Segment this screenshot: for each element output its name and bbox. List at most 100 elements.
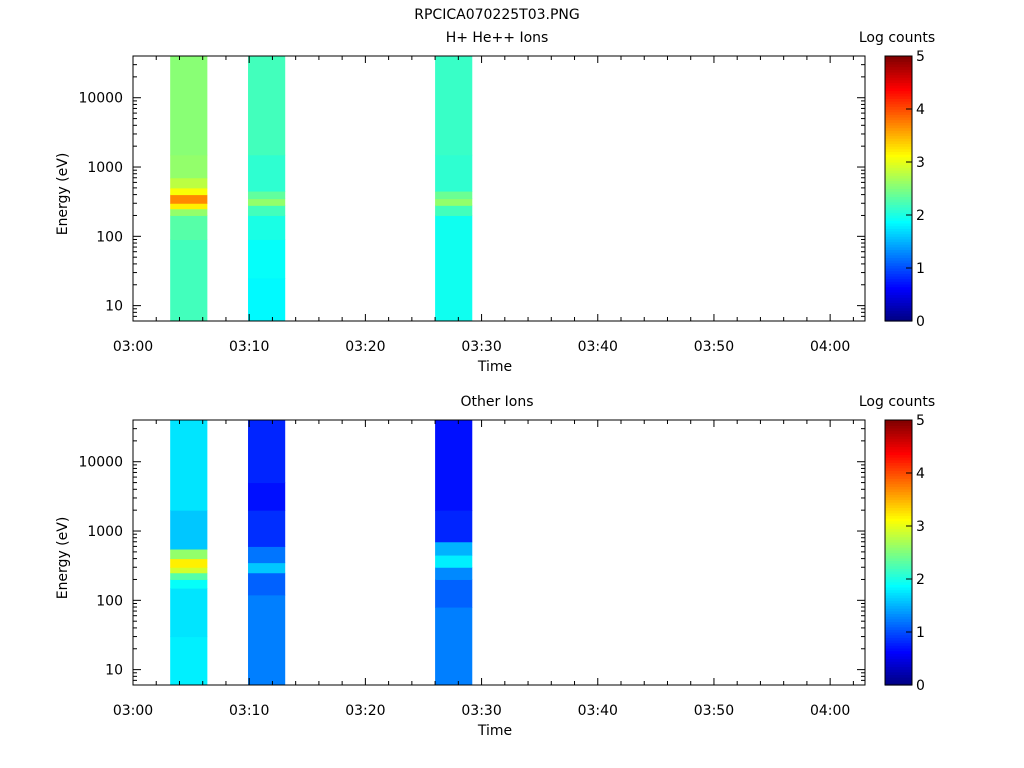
colorbar-segment (885, 188, 912, 192)
colorbar-segment (885, 164, 912, 168)
colorbar-segment (885, 642, 912, 646)
colorbar-segment (885, 180, 912, 184)
colorbar-segment (885, 270, 912, 274)
panel-title: H+ He++ Ions (446, 30, 549, 46)
colorbar-segment (885, 632, 912, 636)
colorbar-tick-label: 2 (916, 572, 925, 588)
colorbar-segment (885, 262, 912, 266)
colorbar-segment (885, 278, 912, 282)
colorbar-tick-label: 3 (916, 155, 925, 171)
colorbar-segment (885, 228, 912, 232)
spectrogram-cell (435, 205, 473, 216)
x-tick-label: 03:30 (461, 339, 501, 355)
colorbar-segment (885, 185, 912, 190)
colorbar-segment (885, 557, 912, 562)
colorbar-segment (885, 313, 912, 317)
y-tick-label: 10000 (78, 91, 123, 107)
colorbar-segment (885, 613, 912, 617)
colorbar-segment (885, 167, 912, 171)
colorbar-segment (885, 645, 912, 649)
plot-area: 03:00 03:10 03:20 03:30 03:40 03:50 04:00 10 100… (78, 55, 866, 355)
spectrogram-cell (435, 510, 473, 543)
y-tick-label: 10000 (78, 455, 123, 471)
x-tick-label: 04:00 (810, 339, 850, 355)
spectrogram-cell (435, 215, 473, 322)
colorbar-segment (885, 510, 912, 514)
colorbar-tick-label: 0 (916, 314, 925, 330)
colorbar-frame (884, 55, 913, 322)
colorbar-segment (885, 552, 912, 556)
colorbar-segment (885, 268, 912, 272)
colorbar-segment (885, 422, 912, 426)
colorbar-segment (885, 95, 912, 99)
colorbar-tick-label: 2 (916, 208, 925, 224)
colorbar-segment (885, 71, 912, 76)
colorbar-segment (885, 85, 912, 89)
panel-h-he-ions: H+ He++ Ions Log counts Time Energy (eV)… (55, 30, 935, 375)
colorbar-segment (885, 435, 912, 440)
colorbar-segment (885, 66, 912, 70)
colorbar-segment (885, 576, 912, 580)
colorbar-segment (885, 526, 912, 530)
colorbar-label: Log counts (859, 394, 935, 410)
colorbar-segment (885, 299, 912, 304)
colorbar-segment (885, 589, 912, 593)
colorbar-segment (885, 275, 912, 280)
spectrogram-cell (170, 239, 208, 322)
panel-title: Other Ions (460, 394, 533, 410)
colorbar-tick-label: 3 (916, 519, 925, 535)
colorbar-segment (885, 650, 912, 654)
colorbar-segment (885, 494, 912, 498)
colorbar-segment (885, 647, 912, 652)
spectrogram-cell (435, 420, 473, 511)
colorbar-segment (885, 79, 912, 84)
spectrogram-cell (170, 203, 208, 210)
colorbar-segment (885, 549, 912, 554)
colorbar-segment (885, 183, 912, 187)
spectrogram-cell (435, 555, 473, 568)
colorbar-segment (885, 457, 912, 461)
spectrogram-cell (248, 198, 286, 206)
spectrogram-cell (170, 154, 208, 179)
colorbar-segment (885, 674, 912, 678)
colorbar-tick-label: 4 (916, 102, 925, 118)
colorbar-segment (885, 655, 912, 660)
colorbar-segment (885, 528, 912, 532)
colorbar-segment (885, 156, 912, 160)
colorbar-tick-label: 1 (916, 625, 925, 641)
colorbar-segment (885, 135, 912, 139)
colorbar-segment (885, 499, 912, 503)
colorbar-segment (885, 470, 912, 474)
colorbar-segment (885, 151, 912, 155)
colorbar-segment (885, 233, 912, 237)
spectrogram-cell (248, 278, 286, 322)
x-tick-label: 03:20 (345, 339, 385, 355)
spectrogram-cell (248, 572, 286, 596)
colorbar-segment (885, 486, 912, 490)
colorbar-segment (885, 621, 912, 625)
y-tick-label: 100 (96, 593, 123, 609)
spectrogram-cell (170, 187, 208, 196)
colorbar-segment (885, 175, 912, 179)
colorbar-segment (885, 533, 912, 538)
colorbar-segment (885, 573, 912, 577)
plot-frame (132, 55, 866, 322)
x-tick-label: 03:40 (578, 339, 618, 355)
colorbar-segment (885, 443, 912, 448)
x-tick-label: 03:20 (345, 703, 385, 719)
colorbar-segment (885, 56, 912, 60)
x-tick-label: 03:50 (694, 703, 734, 719)
colorbar-segment (885, 597, 912, 601)
colorbar-segment (885, 132, 912, 137)
panel-other-ions: Other Ions Log counts Time Energy (eV) 0… (55, 394, 935, 739)
colorbar-segment (885, 318, 912, 322)
colorbar-segment (885, 124, 912, 129)
spectrogram-cell (170, 420, 208, 511)
spectrogram-cell (170, 510, 208, 550)
spectrogram-cell (170, 567, 208, 574)
spectrogram-cell (248, 562, 286, 574)
spectrogram-cell (248, 546, 286, 564)
plot-area: 03:00 03:10 03:20 03:30 03:40 03:50 04:00 10 100… (78, 419, 866, 719)
colorbar-segment (885, 273, 912, 277)
colorbar-segment (885, 315, 912, 319)
